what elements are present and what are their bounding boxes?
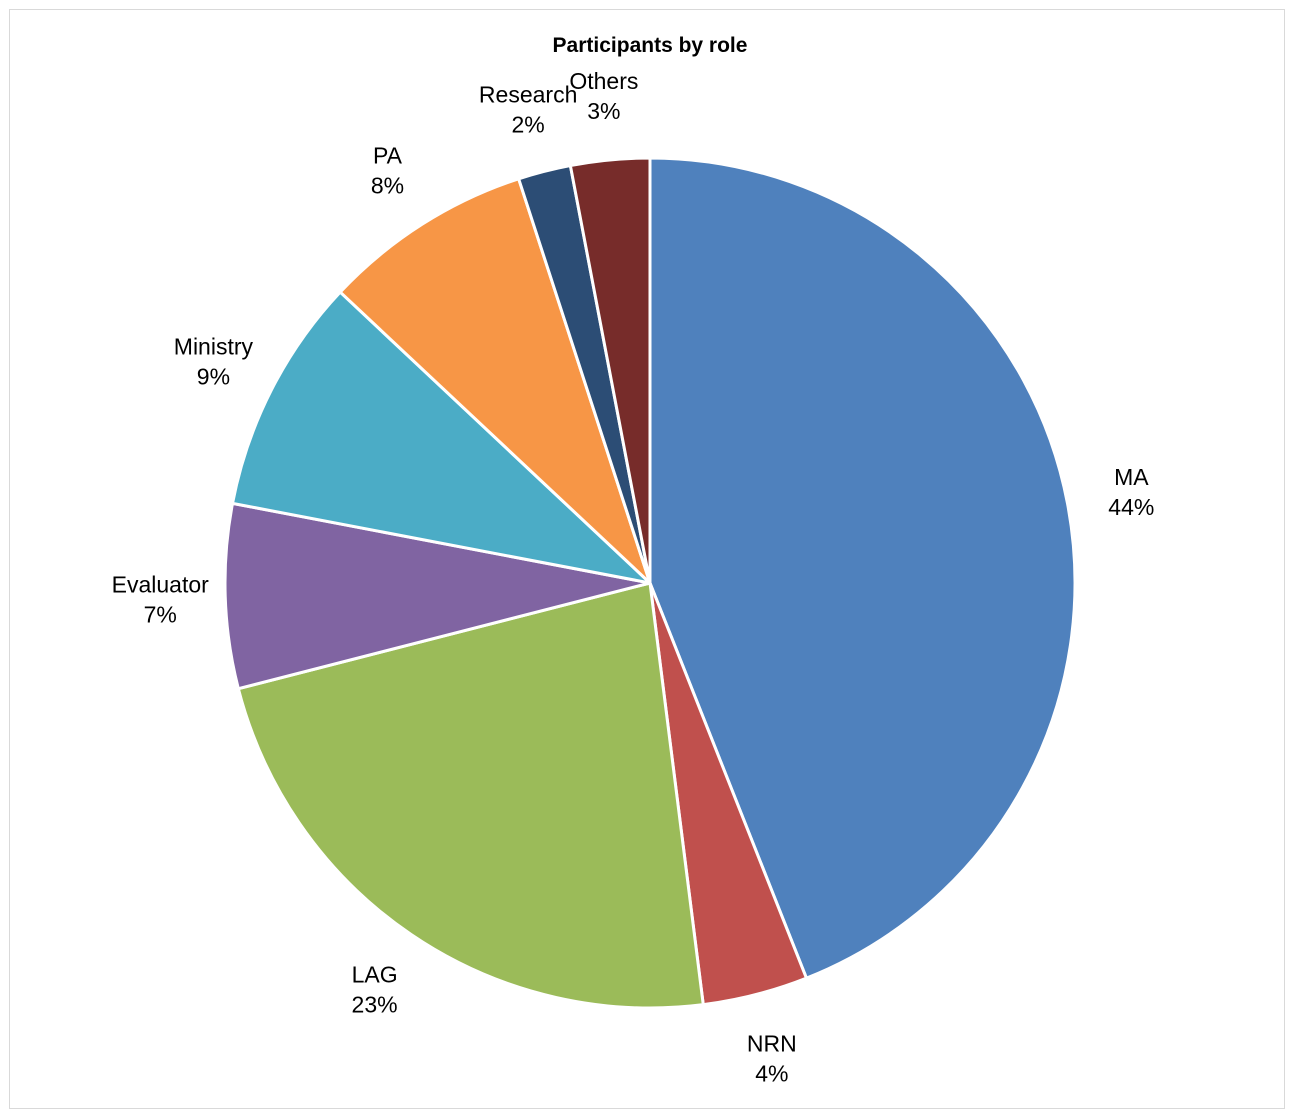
slice-name-ministry: Ministry <box>174 334 254 360</box>
slice-label-ministry: Ministry 9% <box>174 334 254 390</box>
chart-title: Participants by role <box>553 34 748 57</box>
pie-slice-pa <box>338 177 652 585</box>
pie-slice-evaluator <box>223 501 652 691</box>
slice-name-evaluator: Evaluator <box>112 571 210 597</box>
slice-name-research: Research <box>479 81 577 107</box>
pie-slices <box>223 156 1077 1010</box>
slice-label-nrn: NRN 4% <box>747 1031 797 1087</box>
pie-labels: MA 44% NRN 4% LAG 23% Evaluator 7% Ministry 9% PA 8… <box>112 68 1155 1086</box>
slice-name-lag: LAG <box>352 961 398 987</box>
slice-percent-evaluator: 7% <box>144 601 177 627</box>
slice-label-research: Research 2% <box>479 81 577 137</box>
slice-name-ma: MA <box>1114 464 1149 490</box>
slice-label-pa: PA 8% <box>371 142 404 198</box>
slice-name-pa: PA <box>373 142 403 168</box>
slice-percent-nrn: 4% <box>755 1061 788 1087</box>
slice-name-others: Others <box>569 68 638 94</box>
slice-name-nrn: NRN <box>747 1031 797 1057</box>
slice-label-ma: MA 44% <box>1108 464 1154 520</box>
slice-percent-pa: 8% <box>371 172 404 198</box>
slice-label-lag: LAG 23% <box>352 961 398 1017</box>
slice-label-evaluator: Evaluator 7% <box>112 571 210 627</box>
slice-percent-ministry: 9% <box>197 364 230 390</box>
pie-slice-lag <box>236 581 705 1010</box>
slice-label-others: Others 3% <box>569 68 638 124</box>
slice-percent-ma: 44% <box>1108 494 1154 520</box>
pie-slice-ma <box>648 156 1077 980</box>
pie-slice-ministry <box>231 290 652 585</box>
slice-percent-lag: 23% <box>352 991 398 1017</box>
slice-percent-research: 2% <box>512 111 545 137</box>
slice-percent-others: 3% <box>587 98 620 124</box>
pie-slice-others <box>568 156 652 585</box>
